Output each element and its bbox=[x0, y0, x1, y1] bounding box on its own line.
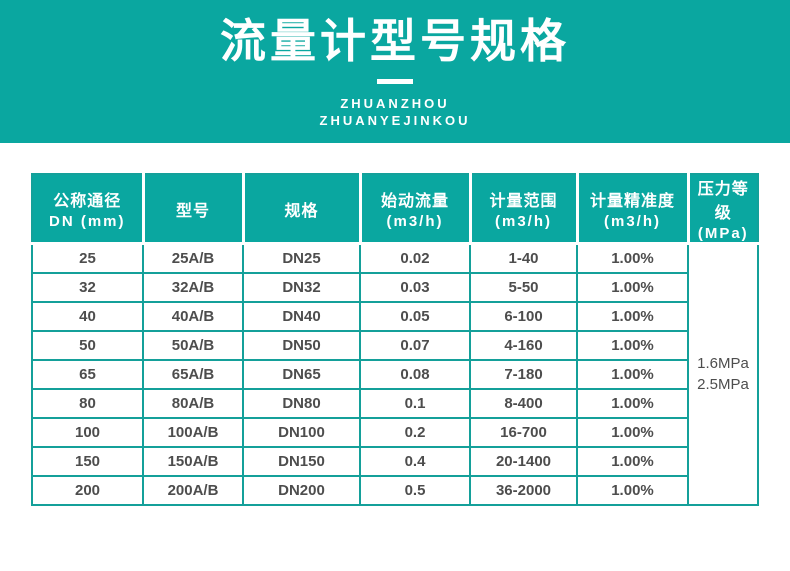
spec-cell: 0.1 bbox=[359, 387, 471, 419]
column-header-7: 压力等级 (MPa) bbox=[688, 174, 759, 245]
spec-cell: 1-40 bbox=[469, 242, 578, 274]
column-header-unit: (m3/h) bbox=[495, 213, 552, 230]
spec-cell: 40A/B bbox=[142, 300, 244, 332]
spec-cell: 100 bbox=[31, 416, 144, 448]
spec-cell: 100A/B bbox=[142, 416, 244, 448]
hero-subtitle-line1: ZHUANZHOU bbox=[340, 95, 450, 111]
column-header-label: 计量范围 bbox=[489, 193, 558, 210]
column-header-3: 规格 bbox=[243, 174, 362, 245]
column-header-label: 型号 bbox=[175, 202, 210, 220]
spec-cell: 0.02 bbox=[359, 242, 471, 274]
table-row: 40 40A/B DN40 0.05 6-100 1.00% bbox=[31, 300, 758, 332]
table-row: 100 100A/B DN100 0.2 16-700 1.00% bbox=[31, 416, 758, 448]
spec-cell: 50A/B bbox=[142, 329, 244, 361]
spec-cell: 40 bbox=[31, 300, 144, 332]
spec-cell: DN150 bbox=[242, 445, 361, 477]
spec-table-body: 25 25A/B DN25 0.02 1-40 1.00% 1.6MPa 2.5MPa 32 32… bbox=[31, 242, 759, 506]
spec-cell: 1.00% bbox=[576, 300, 689, 332]
spec-cell: 50 bbox=[31, 329, 144, 361]
spec-cell: DN100 bbox=[242, 416, 361, 448]
spec-cell: DN40 bbox=[242, 300, 361, 332]
spec-cell: 25A/B bbox=[142, 242, 244, 274]
spec-cell: DN200 bbox=[242, 474, 361, 506]
header-row: 公称通径 DN (mm) 型号 规格 始动流量 (m3/h) 计量范围 (m3/h) 计量精准度… bbox=[32, 174, 759, 245]
column-header-4: 始动流量 (m3/h) bbox=[360, 174, 472, 245]
hero-subtitle-line2: ZHUANYEJINKOU bbox=[319, 112, 471, 128]
spec-cell: 25 bbox=[31, 242, 144, 274]
hero-banner: 流量计型号规格 ZHUANZHOU ZHUANYEJINKOU bbox=[0, 0, 790, 143]
spec-table: 公称通径 DN (mm) 型号 规格 始动流量 (m3/h) 计量范围 (m3/h) 计量精准度… bbox=[31, 173, 759, 506]
spec-cell: 0.08 bbox=[359, 358, 471, 390]
spec-cell: 0.2 bbox=[359, 416, 471, 448]
spec-cell: 1.00% bbox=[576, 329, 689, 361]
spec-cell: 150 bbox=[31, 445, 144, 477]
column-header-unit: (MPa) bbox=[697, 225, 749, 242]
spec-cell: 16-700 bbox=[469, 416, 578, 448]
spec-cell: DN25 bbox=[242, 242, 361, 274]
spec-cell: 200 bbox=[31, 474, 144, 506]
table-row: 50 50A/B DN50 0.07 4-160 1.00% bbox=[31, 329, 758, 361]
spec-cell: DN65 bbox=[242, 358, 361, 390]
column-header-unit: DN (mm) bbox=[49, 213, 126, 230]
column-header-unit: (m3/h) bbox=[604, 213, 661, 230]
spec-cell: 0.03 bbox=[359, 271, 471, 303]
spec-cell: 1.00% bbox=[576, 358, 689, 390]
spec-cell: 1.00% bbox=[576, 474, 689, 506]
table-row: 200 200A/B DN200 0.5 36-2000 1.00% bbox=[31, 474, 758, 506]
column-header-unit: (m3/h) bbox=[386, 213, 444, 230]
spec-cell: 36-2000 bbox=[469, 474, 578, 506]
spec-cell: DN32 bbox=[242, 271, 361, 303]
page-title: 流量计型号规格 bbox=[220, 15, 570, 67]
spec-cell: 8-400 bbox=[469, 387, 578, 419]
spec-cell: 65 bbox=[31, 358, 144, 390]
spec-cell: 1.00% bbox=[576, 445, 689, 477]
spec-cell: 0.05 bbox=[359, 300, 471, 332]
table-row: 65 65A/B DN65 0.08 7-180 1.00% bbox=[31, 358, 758, 390]
column-header-5: 计量范围 (m3/h) bbox=[470, 174, 579, 245]
pressure-rating-line1: 1.6MPa bbox=[697, 355, 749, 373]
table-row: 25 25A/B DN25 0.02 1-40 1.00% 1.6MPa 2.5MPa bbox=[31, 242, 759, 506]
column-header-6: 计量精准度 (m3/h) bbox=[577, 174, 690, 245]
column-header-2: 型号 bbox=[143, 174, 245, 245]
spec-cell: 7-180 bbox=[469, 358, 578, 390]
spec-cell: 32A/B bbox=[142, 271, 244, 303]
spec-cell: 5-50 bbox=[469, 271, 578, 303]
table-row: 80 80A/B DN80 0.1 8-400 1.00% bbox=[31, 387, 758, 419]
title-underline-dash bbox=[377, 78, 413, 84]
column-header-label: 始动流量 bbox=[380, 193, 449, 210]
spec-cell: 150A/B bbox=[142, 445, 244, 477]
spec-cell: 200A/B bbox=[142, 474, 244, 506]
column-header-label: 压力等级 bbox=[697, 181, 749, 222]
column-header-label: 计量精准度 bbox=[589, 193, 675, 210]
table-row: 150 150A/B DN150 0.4 20-1400 1.00% bbox=[31, 445, 758, 477]
spec-cell: 65A/B bbox=[142, 358, 244, 390]
spec-cell: 32 bbox=[31, 271, 144, 303]
spec-cell: 0.4 bbox=[359, 445, 471, 477]
spec-cell: 1.00% bbox=[576, 242, 689, 274]
spec-table-header: 公称通径 DN (mm) 型号 规格 始动流量 (m3/h) 计量范围 (m3/h) 计量精准度… bbox=[32, 174, 759, 245]
spec-cell: 1.00% bbox=[576, 271, 689, 303]
column-header-1: 公称通径 DN (mm) bbox=[32, 174, 145, 245]
spec-cell: 1.00% bbox=[576, 387, 689, 419]
spec-cell: 80A/B bbox=[142, 387, 244, 419]
spec-cell: 1.00% bbox=[576, 416, 689, 448]
spec-cell: 20-1400 bbox=[469, 445, 578, 477]
column-header-label: 公称通径 bbox=[53, 193, 122, 210]
pressure-rating-cell: 1.6MPa 2.5MPa bbox=[687, 242, 759, 506]
spec-cell: 4-160 bbox=[469, 329, 578, 361]
pressure-rating-line2: 2.5MPa bbox=[697, 376, 749, 394]
spec-cell: 6-100 bbox=[469, 300, 578, 332]
spec-cell: 0.07 bbox=[359, 329, 471, 361]
hero-subtitle: ZHUANZHOU ZHUANYEJINKOU bbox=[320, 95, 471, 129]
spec-cell: DN80 bbox=[242, 387, 361, 419]
column-header-label: 规格 bbox=[284, 202, 319, 220]
spec-cell: DN50 bbox=[242, 329, 361, 361]
table-row: 32 32A/B DN32 0.03 5-50 1.00% bbox=[31, 271, 758, 303]
spec-cell: 80 bbox=[31, 387, 144, 419]
spec-cell: 0.5 bbox=[359, 474, 471, 506]
